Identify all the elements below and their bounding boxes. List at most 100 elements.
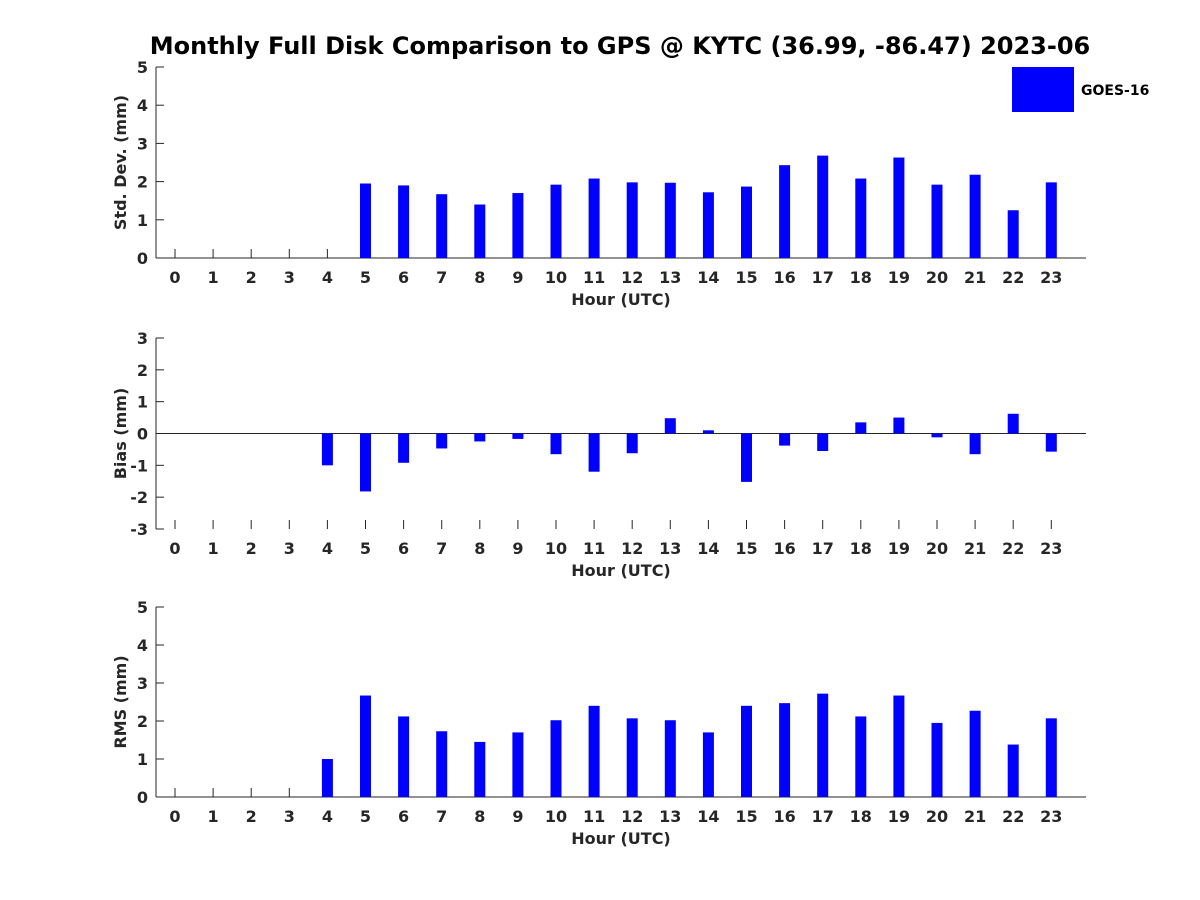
legend-swatch: [1012, 67, 1074, 112]
x-tick-label: 8: [474, 807, 485, 826]
x-tick-label: 9: [512, 268, 523, 287]
bar-hour-5: [360, 695, 371, 797]
x-tick-label: 9: [512, 807, 523, 826]
x-tick-label: 23: [1040, 268, 1062, 287]
x-tick-label: 20: [926, 807, 948, 826]
bar-hour-6: [398, 716, 410, 797]
y-axis-label: RMS (mm): [111, 655, 130, 748]
y-tick-label: 5: [137, 598, 148, 617]
bar-hour-12: [626, 182, 638, 258]
x-tick-label: 19: [888, 268, 910, 287]
bar-hour-9: [512, 732, 524, 797]
bar-hour-12: [626, 433, 638, 454]
bar-hour-20: [931, 722, 943, 797]
x-axis-label: Hour (UTC): [571, 290, 671, 309]
x-tick-label: 13: [659, 268, 681, 287]
x-tick-label: 16: [773, 807, 795, 826]
x-tick-label: 18: [850, 268, 872, 287]
x-tick-label: 14: [697, 539, 719, 558]
x-tick-label: 22: [1002, 807, 1024, 826]
x-tick-label: 18: [850, 539, 872, 558]
bar-hour-7: [436, 194, 448, 258]
x-tick-label: 23: [1040, 807, 1062, 826]
bar-hour-6: [398, 433, 410, 463]
y-tick-label: 2: [137, 712, 148, 731]
x-tick-label: 22: [1002, 268, 1024, 287]
x-axis-label: Hour (UTC): [571, 561, 671, 580]
y-tick-label: 3: [137, 134, 148, 153]
x-tick-label: 4: [322, 268, 333, 287]
y-tick-label: 1: [137, 750, 148, 769]
x-tick-label: 21: [964, 268, 986, 287]
x-tick-label: 3: [284, 539, 295, 558]
y-tick-label: 0: [137, 425, 148, 444]
bar-hour-21: [969, 174, 981, 258]
bar-hour-21: [969, 710, 981, 797]
x-tick-label: 10: [545, 268, 567, 287]
bar-hour-7: [436, 433, 448, 449]
bar-hour-16: [779, 433, 791, 446]
x-tick-label: 6: [398, 268, 409, 287]
bar-hour-14: [702, 732, 714, 797]
bar-hour-14: [702, 430, 714, 434]
x-tick-label: 8: [474, 539, 485, 558]
y-tick-label: -2: [130, 488, 148, 507]
x-tick-label: 7: [436, 539, 447, 558]
x-tick-label: 1: [208, 539, 219, 558]
bar-hour-20: [931, 433, 943, 438]
bar-hour-9: [512, 433, 524, 439]
bar-hour-22: [1007, 744, 1019, 797]
x-tick-label: 12: [621, 539, 643, 558]
x-tick-label: 10: [545, 539, 567, 558]
bar-hour-8: [474, 741, 486, 797]
bar-hour-13: [664, 182, 676, 258]
x-tick-label: 4: [322, 807, 333, 826]
bar-hour-10: [550, 433, 562, 455]
x-tick-label: 6: [398, 807, 409, 826]
x-tick-label: 18: [850, 807, 872, 826]
bar-hour-17: [817, 433, 829, 452]
x-tick-label: 11: [583, 807, 605, 826]
bar-hour-16: [779, 165, 791, 258]
x-tick-label: 13: [659, 539, 681, 558]
bar-hour-11: [588, 705, 600, 797]
bar-hour-4: [321, 433, 333, 466]
bar-hour-10: [550, 184, 562, 258]
bar-hour-23: [1045, 718, 1057, 797]
x-tick-label: 3: [284, 807, 295, 826]
y-tick-label: 4: [137, 636, 148, 655]
x-tick-label: 10: [545, 807, 567, 826]
x-tick-label: 8: [474, 268, 485, 287]
x-tick-label: 11: [583, 539, 605, 558]
x-tick-label: 0: [169, 539, 180, 558]
bar-hour-4: [321, 759, 333, 797]
bar-hour-8: [474, 204, 486, 258]
y-tick-label: -1: [130, 456, 148, 475]
x-tick-label: 15: [735, 807, 757, 826]
bar-hour-5: [360, 433, 371, 492]
y-tick-label: -3: [130, 520, 148, 539]
x-tick-label: 6: [398, 539, 409, 558]
x-tick-label: 11: [583, 268, 605, 287]
x-tick-label: 21: [964, 539, 986, 558]
bar-hour-20: [931, 184, 943, 258]
bar-hour-13: [664, 720, 676, 797]
bar-hour-14: [702, 192, 714, 258]
bar-hour-15: [741, 186, 752, 258]
bar-hour-21: [969, 433, 981, 455]
x-tick-label: 2: [246, 268, 257, 287]
legend-label: GOES-16: [1081, 83, 1149, 99]
y-tick-label: 3: [137, 329, 148, 348]
bar-hour-23: [1045, 433, 1057, 452]
bar-hour-18: [855, 716, 867, 797]
bar-hour-13: [664, 418, 676, 434]
bar-hour-11: [588, 178, 600, 258]
x-tick-label: 4: [322, 539, 333, 558]
bar-hour-22: [1007, 413, 1019, 434]
x-tick-label: 19: [888, 807, 910, 826]
x-tick-label: 2: [246, 807, 257, 826]
y-tick-label: 5: [137, 58, 148, 77]
x-tick-label: 12: [621, 807, 643, 826]
